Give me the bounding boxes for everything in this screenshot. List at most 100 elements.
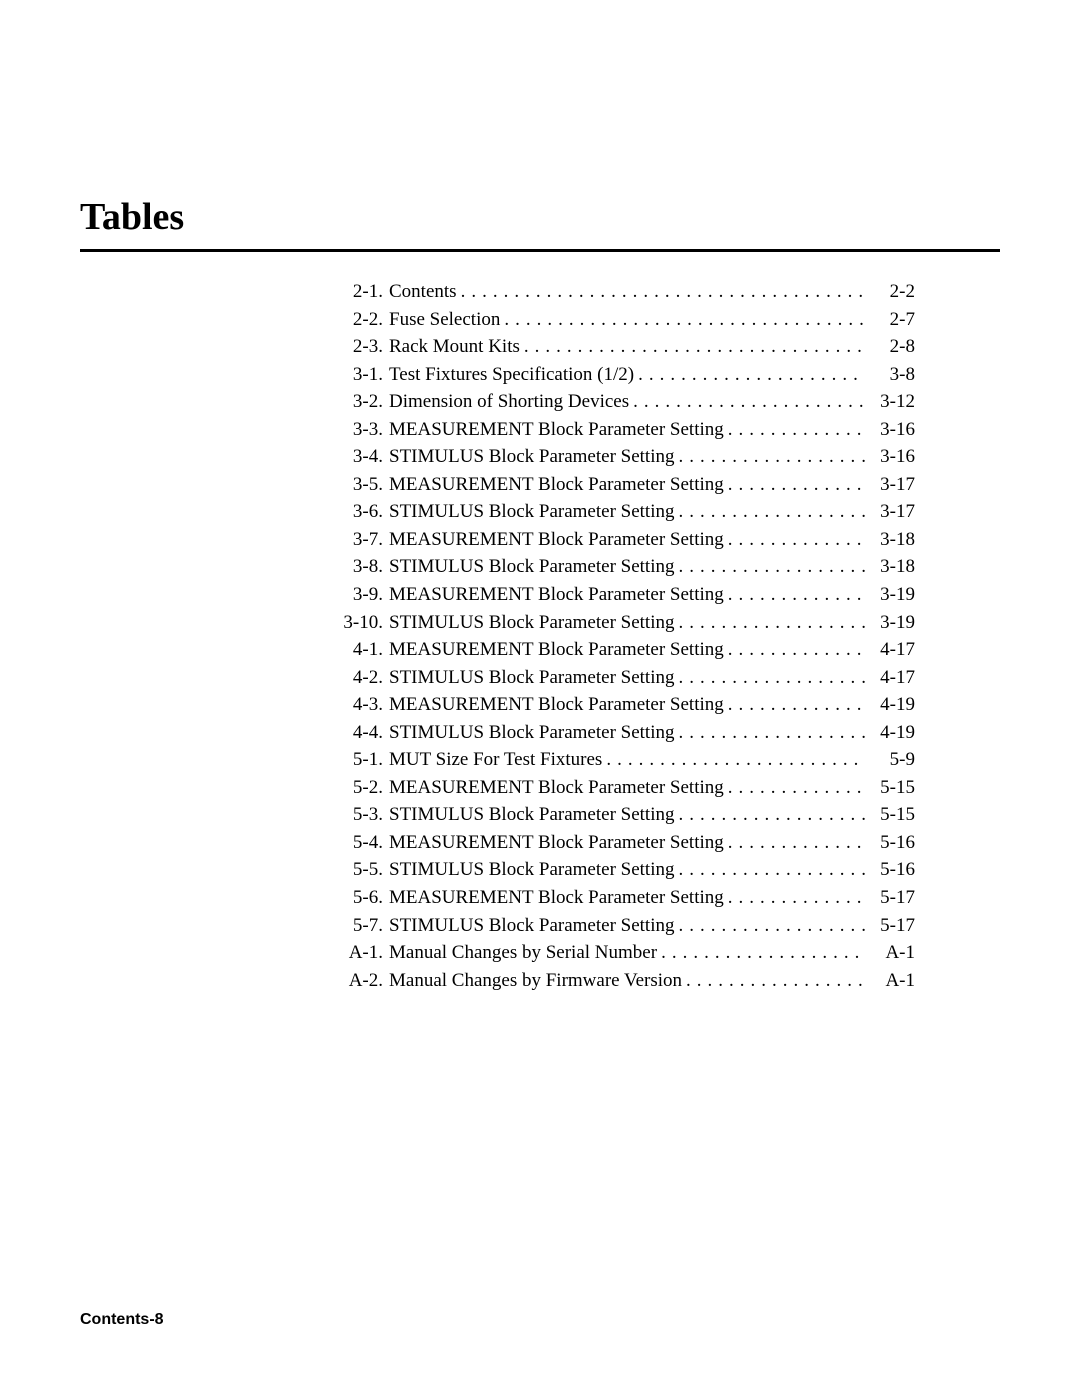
toc-dot-leader: ........................................…	[724, 471, 865, 499]
toc-entry-number: 3-7.	[335, 526, 389, 554]
toc-row: 3-1.Test Fixtures Specification (1/2)...…	[335, 361, 915, 389]
toc-entry-title: MEASUREMENT Block Parameter Setting	[389, 636, 724, 664]
page-footer: Contents-8	[80, 1311, 164, 1329]
toc-dot-leader: ........................................…	[675, 912, 866, 940]
toc-entry-title: STIMULUS Block Parameter Setting	[389, 443, 675, 471]
toc-dot-leader: ........................................…	[724, 774, 865, 802]
toc-entry-title: MEASUREMENT Block Parameter Setting	[389, 774, 724, 802]
toc-entry-page: 3-12	[865, 388, 915, 416]
toc-entry-title: Fuse Selection	[389, 306, 500, 334]
tables-toc: 2-1.Contents............................…	[335, 278, 915, 994]
toc-entry-number: 5-2.	[335, 774, 389, 802]
toc-entry-title: Manual Changes by Firmware Version	[389, 967, 682, 995]
toc-entry-number: A-2.	[335, 967, 389, 995]
toc-dot-leader: ........................................…	[634, 361, 865, 389]
toc-dot-leader: ........................................…	[724, 691, 865, 719]
toc-entry-title: MEASUREMENT Block Parameter Setting	[389, 691, 724, 719]
toc-dot-leader: ........................................…	[602, 746, 865, 774]
toc-entry-number: 5-1.	[335, 746, 389, 774]
toc-entry-number: 3-9.	[335, 581, 389, 609]
toc-entry-number: 3-5.	[335, 471, 389, 499]
toc-row: 3-5.MEASUREMENT Block Parameter Setting.…	[335, 471, 915, 499]
toc-row: 5-3.STIMULUS Block Parameter Setting....…	[335, 801, 915, 829]
toc-entry-title: MUT Size For Test Fixtures	[389, 746, 602, 774]
toc-entry-page: 5-15	[865, 801, 915, 829]
toc-row: 5-6.MEASUREMENT Block Parameter Setting.…	[335, 884, 915, 912]
toc-entry-number: 4-3.	[335, 691, 389, 719]
toc-row: 3-9.MEASUREMENT Block Parameter Setting.…	[335, 581, 915, 609]
toc-dot-leader: ........................................…	[724, 636, 865, 664]
toc-entry-number: 2-1.	[335, 278, 389, 306]
toc-dot-leader: ........................................…	[675, 664, 866, 692]
toc-row: 3-7.MEASUREMENT Block Parameter Setting.…	[335, 526, 915, 554]
page: Tables 2-1.Contents.....................…	[0, 0, 1080, 1397]
toc-row: 4-1.MEASUREMENT Block Parameter Setting.…	[335, 636, 915, 664]
toc-entry-page: 2-8	[865, 333, 915, 361]
toc-entry-number: 3-3.	[335, 416, 389, 444]
toc-row: 2-2.Fuse Selection......................…	[335, 306, 915, 334]
toc-row: 5-1.MUT Size For Test Fixtures..........…	[335, 746, 915, 774]
toc-dot-leader: ........................................…	[675, 719, 866, 747]
toc-entry-number: 3-6.	[335, 498, 389, 526]
toc-entry-title: MEASUREMENT Block Parameter Setting	[389, 884, 724, 912]
toc-entry-number: 4-1.	[335, 636, 389, 664]
toc-entry-page: 4-17	[865, 664, 915, 692]
toc-entry-title: MEASUREMENT Block Parameter Setting	[389, 526, 724, 554]
toc-row: 2-1.Contents............................…	[335, 278, 915, 306]
toc-row: 3-2.Dimension of Shorting Devices.......…	[335, 388, 915, 416]
toc-entry-number: 3-4.	[335, 443, 389, 471]
toc-entry-page: 3-17	[865, 471, 915, 499]
toc-entry-title: STIMULUS Block Parameter Setting	[389, 856, 675, 884]
toc-row: A-1.Manual Changes by Serial Number.....…	[335, 939, 915, 967]
toc-row: 5-2.MEASUREMENT Block Parameter Setting.…	[335, 774, 915, 802]
toc-dot-leader: ........................................…	[724, 829, 865, 857]
toc-entry-page: 5-15	[865, 774, 915, 802]
toc-entry-number: 4-4.	[335, 719, 389, 747]
toc-entry-page: 5-17	[865, 912, 915, 940]
toc-row: 2-3.Rack Mount Kits.....................…	[335, 333, 915, 361]
toc-entry-title: STIMULUS Block Parameter Setting	[389, 498, 675, 526]
toc-row: 4-2.STIMULUS Block Parameter Setting....…	[335, 664, 915, 692]
toc-dot-leader: ........................................…	[520, 333, 865, 361]
toc-row: A-2.Manual Changes by Firmware Version..…	[335, 967, 915, 995]
toc-entry-number: 5-7.	[335, 912, 389, 940]
toc-entry-title: STIMULUS Block Parameter Setting	[389, 553, 675, 581]
toc-row: 4-4.STIMULUS Block Parameter Setting....…	[335, 719, 915, 747]
toc-entry-number: A-1.	[335, 939, 389, 967]
toc-entry-title: Contents	[389, 278, 457, 306]
toc-entry-title: STIMULUS Block Parameter Setting	[389, 609, 675, 637]
toc-row: 4-3.MEASUREMENT Block Parameter Setting.…	[335, 691, 915, 719]
toc-entry-number: 3-10.	[335, 609, 389, 637]
toc-entry-number: 5-5.	[335, 856, 389, 884]
toc-entry-title: Dimension of Shorting Devices	[389, 388, 629, 416]
toc-entry-number: 2-3.	[335, 333, 389, 361]
heading-rule	[80, 249, 1000, 252]
toc-dot-leader: ........................................…	[457, 278, 865, 306]
toc-row: 5-5.STIMULUS Block Parameter Setting....…	[335, 856, 915, 884]
toc-dot-leader: ........................................…	[675, 801, 866, 829]
toc-entry-page: 4-19	[865, 719, 915, 747]
toc-entry-number: 3-1.	[335, 361, 389, 389]
toc-entry-number: 3-2.	[335, 388, 389, 416]
toc-row: 5-4.MEASUREMENT Block Parameter Setting.…	[335, 829, 915, 857]
toc-dot-leader: ........................................…	[675, 609, 866, 637]
toc-dot-leader: ........................................…	[675, 856, 866, 884]
toc-row: 3-3.MEASUREMENT Block Parameter Setting.…	[335, 416, 915, 444]
toc-dot-leader: ........................................…	[629, 388, 865, 416]
toc-dot-leader: ........................................…	[657, 939, 865, 967]
toc-dot-leader: ........................................…	[675, 498, 866, 526]
toc-entry-page: 3-19	[865, 609, 915, 637]
toc-entry-title: MEASUREMENT Block Parameter Setting	[389, 471, 724, 499]
toc-entry-title: STIMULUS Block Parameter Setting	[389, 664, 675, 692]
toc-row: 3-4.STIMULUS Block Parameter Setting....…	[335, 443, 915, 471]
toc-entry-number: 5-3.	[335, 801, 389, 829]
toc-entry-number: 5-6.	[335, 884, 389, 912]
toc-entry-title: Rack Mount Kits	[389, 333, 520, 361]
toc-row: 5-7.STIMULUS Block Parameter Setting....…	[335, 912, 915, 940]
toc-dot-leader: ........................................…	[724, 416, 865, 444]
toc-entry-page: 4-19	[865, 691, 915, 719]
toc-dot-leader: ........................................…	[682, 967, 865, 995]
toc-entry-page: A-1	[865, 939, 915, 967]
toc-dot-leader: ........................................…	[724, 581, 865, 609]
toc-entry-page: 5-16	[865, 829, 915, 857]
